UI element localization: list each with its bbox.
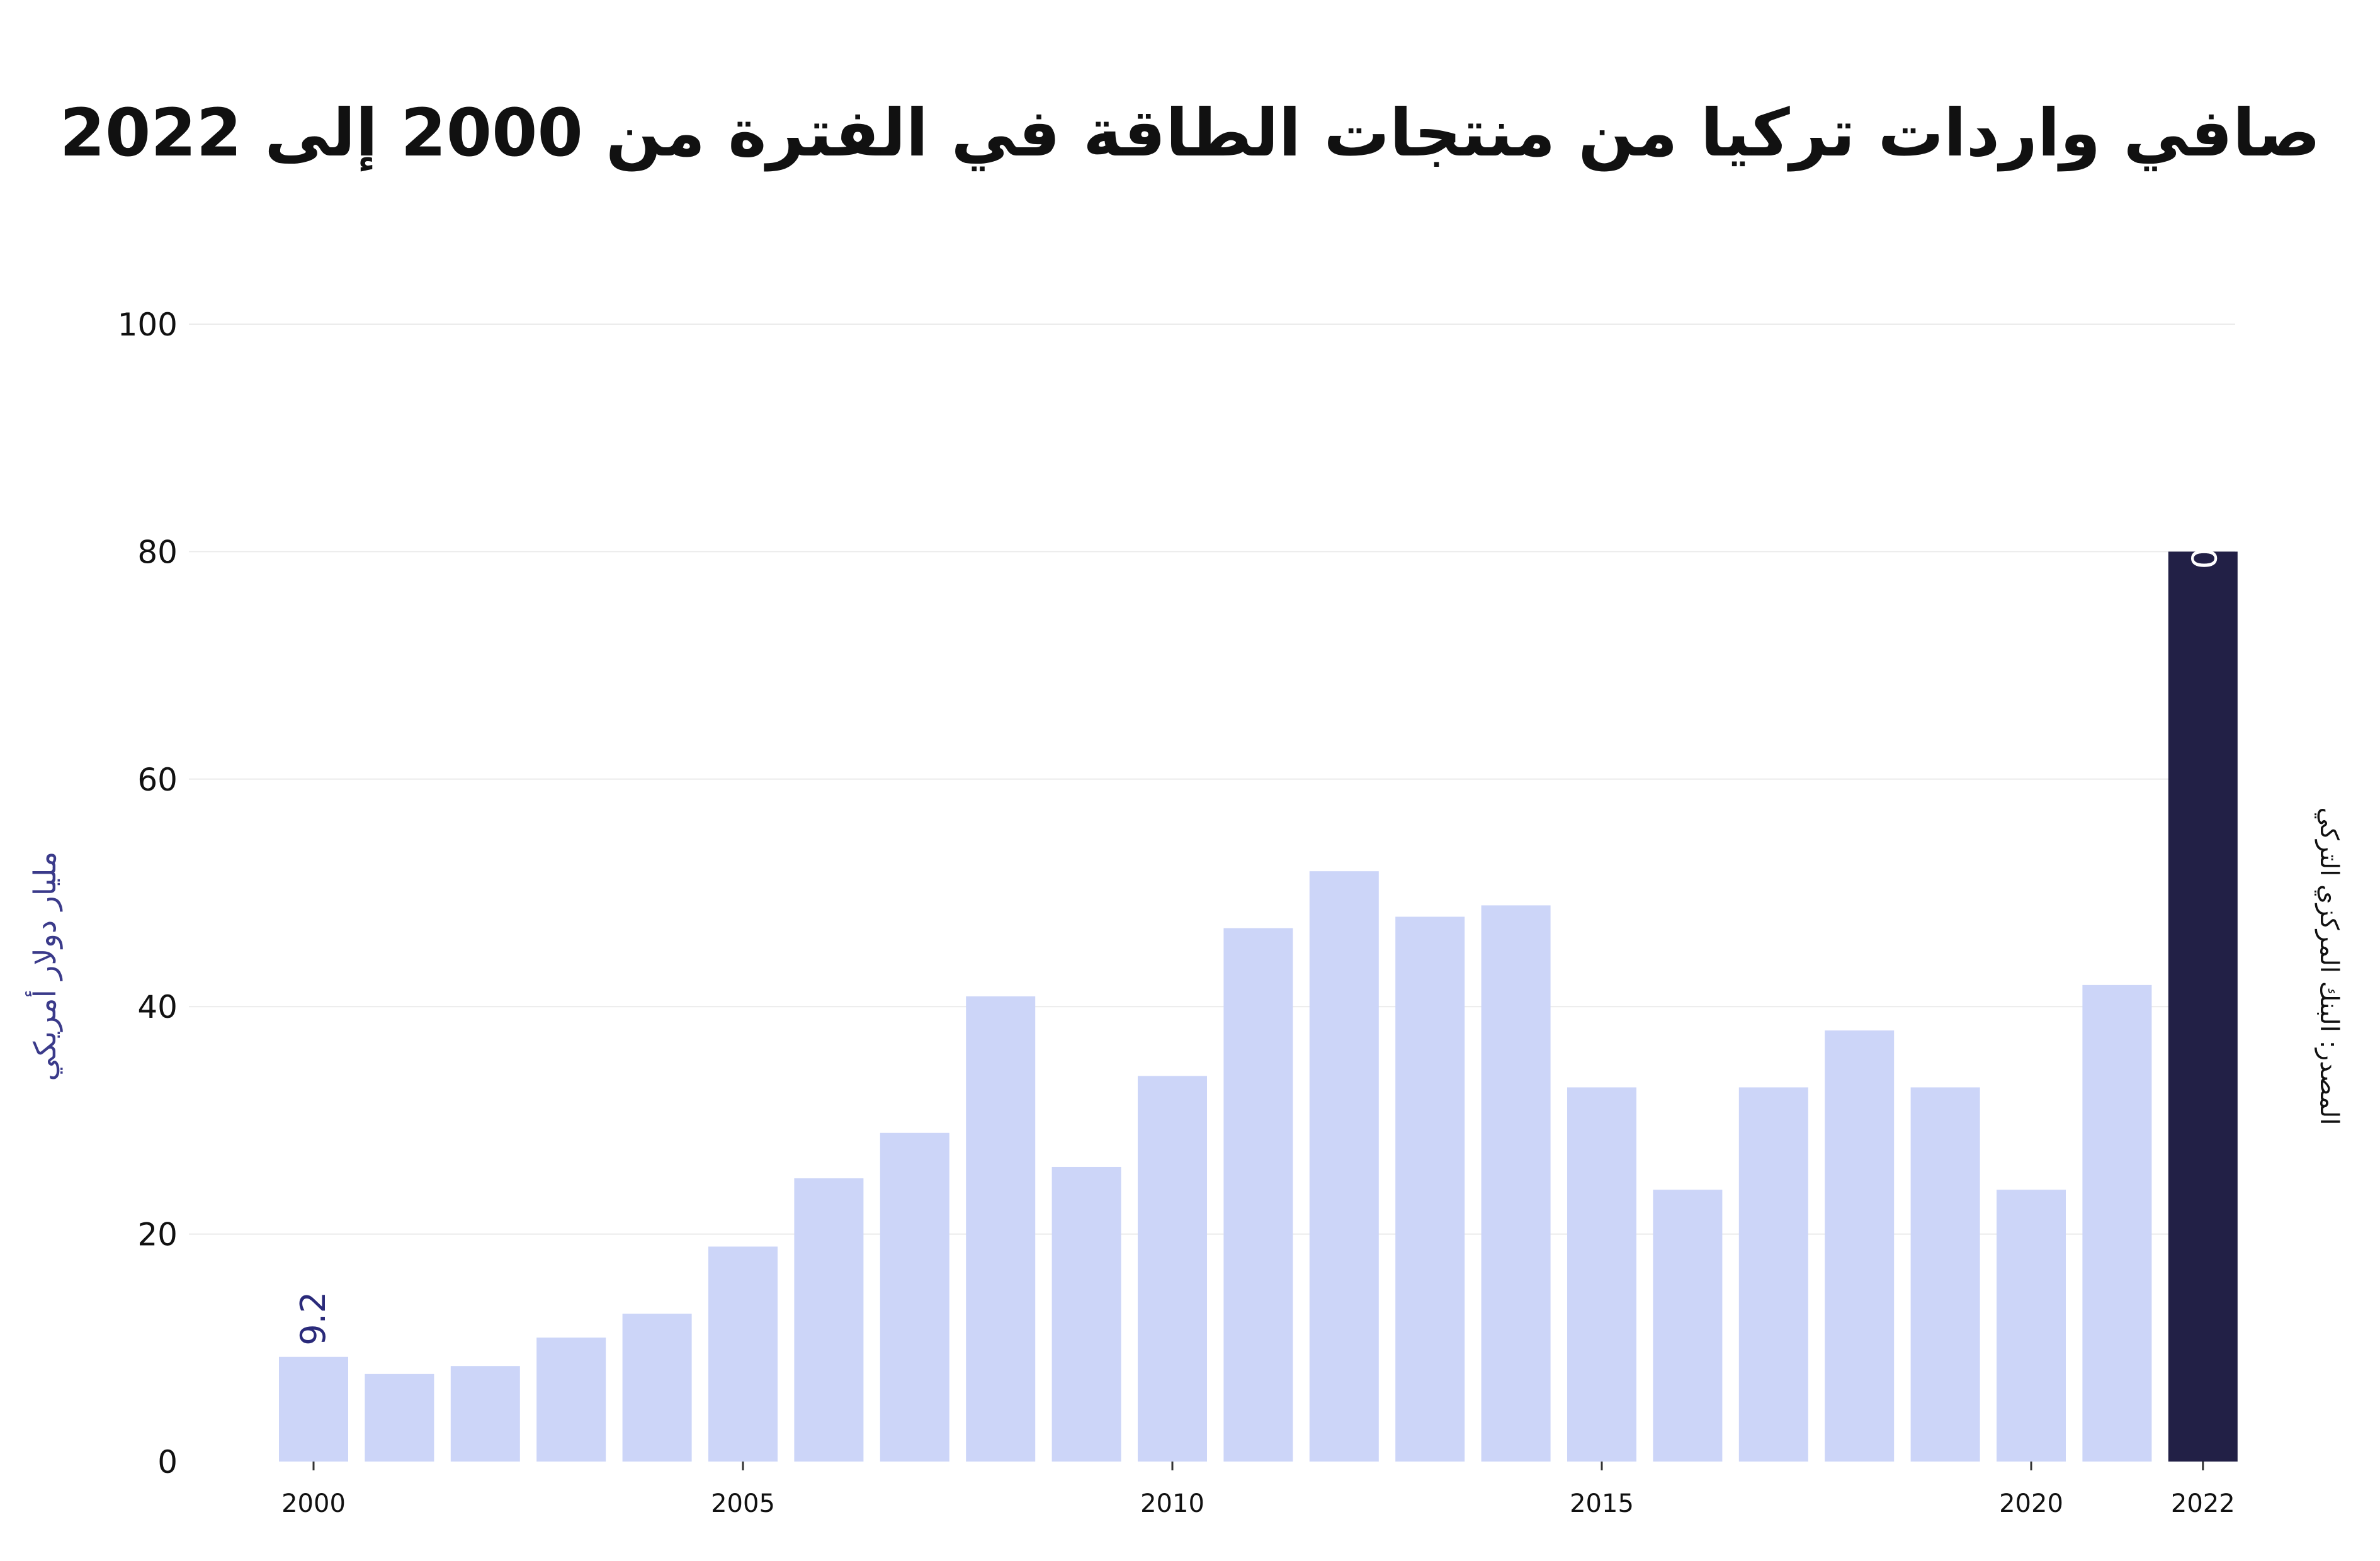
bar-2010 xyxy=(1138,1076,1207,1462)
y-tick-label: 40 xyxy=(137,989,178,1025)
x-tick-label: 2022 xyxy=(2171,1489,2235,1518)
bar-2002 xyxy=(450,1366,520,1462)
x-axis-ticks: 2000 2005 2010 2015 2020 2022 xyxy=(281,1462,2235,1518)
bar-2005 xyxy=(708,1246,778,1462)
y-tick-label: 0 xyxy=(157,1444,178,1480)
y-tick-label: 80 xyxy=(137,534,178,570)
x-tick-label: 2000 xyxy=(281,1489,346,1518)
bar-2007 xyxy=(880,1132,949,1462)
bar-2009 xyxy=(1051,1166,1121,1462)
bar-2011 xyxy=(1223,928,1293,1462)
bar-2017 xyxy=(1738,1087,1808,1462)
bar-2006 xyxy=(794,1178,864,1462)
bar-2008 xyxy=(966,996,1036,1462)
x-tick-label: 2020 xyxy=(1999,1489,2063,1518)
y-axis-ticks: 0 20 40 60 80 100 xyxy=(118,307,178,1480)
bar-2012 xyxy=(1309,871,1379,1462)
y-axis-label: مليار دولار أمريكي xyxy=(25,852,63,1081)
bar-2013 xyxy=(1395,916,1465,1462)
bar-2000 xyxy=(279,1356,348,1462)
bar-2020 xyxy=(1997,1190,2066,1462)
bar-2004 xyxy=(622,1314,692,1462)
chart-title: صافي واردات تركيا من منتجات الطاقة في ال… xyxy=(59,94,2321,171)
source-note: المصدر: البنك المركزي التركي xyxy=(2315,808,2343,1125)
bar-2003 xyxy=(536,1338,606,1462)
y-tick-label: 20 xyxy=(137,1217,178,1253)
x-tick-label: 2015 xyxy=(1570,1489,1634,1518)
data-label-last: 80 xyxy=(2184,526,2223,570)
bar-2019 xyxy=(1910,1087,1980,1462)
y-tick-label: 100 xyxy=(118,307,178,343)
bar-2014 xyxy=(1481,905,1551,1462)
bar-2022 xyxy=(2168,551,2238,1462)
grid-lines xyxy=(189,324,2235,1235)
y-tick-label: 60 xyxy=(137,762,178,798)
bar-2001 xyxy=(365,1373,434,1462)
x-tick-label: 2005 xyxy=(711,1489,775,1518)
bar-2018 xyxy=(1825,1030,1895,1462)
bar-2021 xyxy=(2082,984,2152,1462)
x-tick-label: 2010 xyxy=(1140,1489,1204,1518)
bar-2016 xyxy=(1653,1190,1723,1462)
data-labels: 9.2 80 xyxy=(293,526,2223,1346)
bars xyxy=(279,551,2238,1462)
data-label-first: 9.2 xyxy=(293,1292,333,1346)
bar-2015 xyxy=(1567,1087,1636,1462)
